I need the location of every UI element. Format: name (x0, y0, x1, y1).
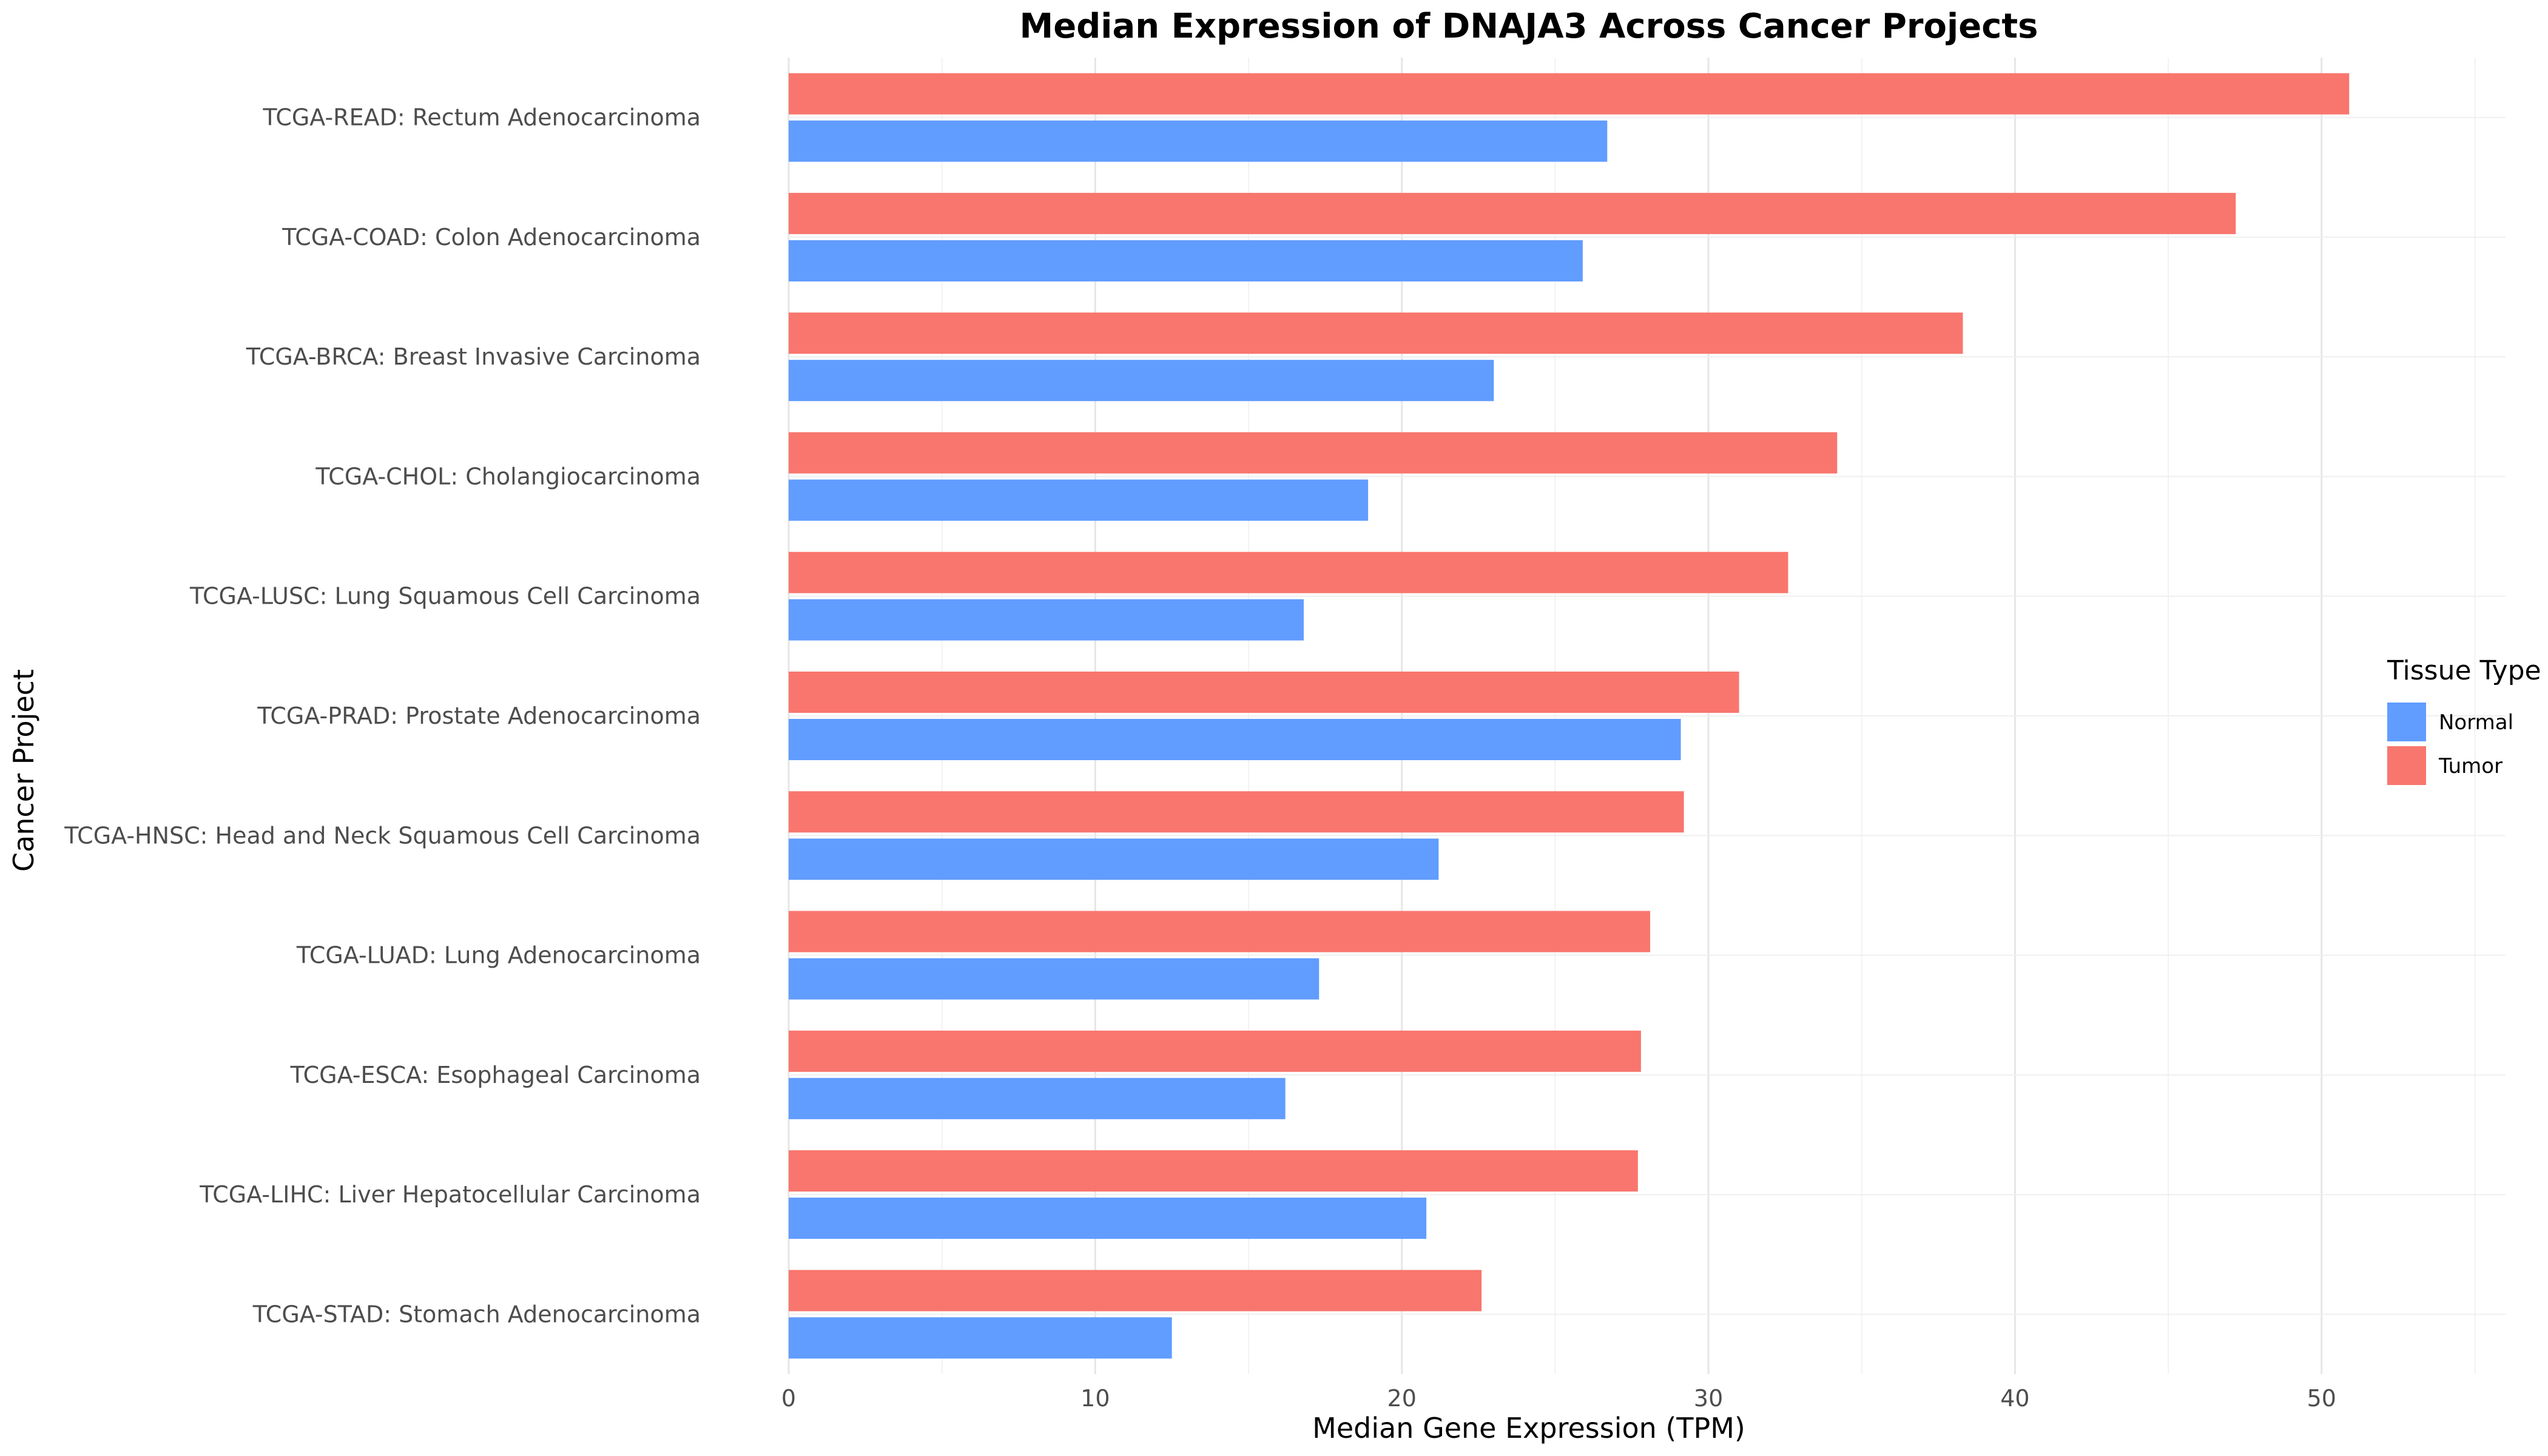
legend: Tissue Type Normal Tumor (2387, 655, 2541, 785)
y-axis-title: Cancer Project (7, 669, 40, 872)
legend-label-tumor: Tumor (2438, 754, 2502, 778)
category-label: TCGA-LIHC: Liver Hepatocellular Carcinom… (199, 1181, 701, 1208)
bar-tumor (789, 73, 2350, 115)
category-label: TCGA-CHOL: Cholangiocarcinoma (315, 463, 701, 490)
x-tick-label: 40 (2000, 1385, 2029, 1412)
bar-tumor (789, 551, 1788, 593)
bar-tumor (789, 791, 1684, 833)
x-tick-label: 0 (781, 1385, 796, 1412)
bar-tumor (789, 672, 1739, 713)
category-label: TCGA-HNSC: Head and Neck Squamous Cell C… (64, 822, 701, 849)
x-tick-label: 20 (1387, 1385, 1417, 1412)
category-label: TCGA-STAD: Stomach Adenocarcinoma (252, 1301, 701, 1327)
x-tick-label: 10 (1080, 1385, 1110, 1412)
legend-title: Tissue Type (2387, 655, 2541, 686)
bar-normal (789, 479, 1369, 521)
x-tick-label: 50 (2307, 1385, 2336, 1412)
bar-normal (789, 240, 1583, 281)
category-label: TCGA-LUAD: Lung Adenocarcinoma (296, 942, 701, 969)
grid (787, 58, 2506, 1374)
bar-normal (789, 1198, 1427, 1239)
legend-label-normal: Normal (2439, 710, 2513, 735)
chart-title: Median Expression of DNAJA3 Across Cance… (1020, 7, 2038, 46)
bar-normal (789, 838, 1439, 880)
bar-tumor (789, 911, 1651, 952)
category-label: TCGA-ESCA: Esophageal Carcinoma (290, 1062, 701, 1088)
y-axis-labels: TCGA-READ: Rectum Adenocarcinoma TCGA-COA… (64, 104, 701, 1328)
category-label: TCGA-LUSC: Lung Squamous Cell Carcinoma (189, 583, 701, 610)
legend-swatch-normal (2387, 703, 2426, 741)
category-label: TCGA-PRAD: Prostate Adenocarcinoma (257, 703, 701, 729)
bar-normal (789, 120, 1608, 162)
category-label: TCGA-READ: Rectum Adenocarcinoma (262, 104, 701, 131)
bar-tumor (789, 1030, 1641, 1072)
bar-tumor (789, 312, 1963, 354)
bar-tumor (789, 1270, 1482, 1312)
bar-normal (789, 599, 1304, 641)
bar-tumor (789, 192, 2236, 234)
bars (789, 73, 2350, 1359)
category-label: TCGA-COAD: Colon Adenocarcinoma (281, 224, 701, 251)
category-label: TCGA-BRCA: Breast Invasive Carcinoma (246, 343, 701, 370)
bar-normal (789, 1317, 1172, 1359)
x-axis-tick-labels: 0 10 20 30 40 50 (781, 1385, 2336, 1412)
x-tick-label: 30 (1694, 1385, 1723, 1412)
bar-tumor (789, 432, 1838, 474)
bar-tumor (789, 1150, 1638, 1192)
bar-normal (789, 719, 1681, 760)
x-axis-title: Median Gene Expression (TPM) (1312, 1412, 1745, 1444)
bar-normal (789, 360, 1494, 402)
legend-swatch-tumor (2387, 746, 2426, 785)
bar-normal (789, 1077, 1286, 1119)
bar-normal (789, 958, 1320, 1000)
